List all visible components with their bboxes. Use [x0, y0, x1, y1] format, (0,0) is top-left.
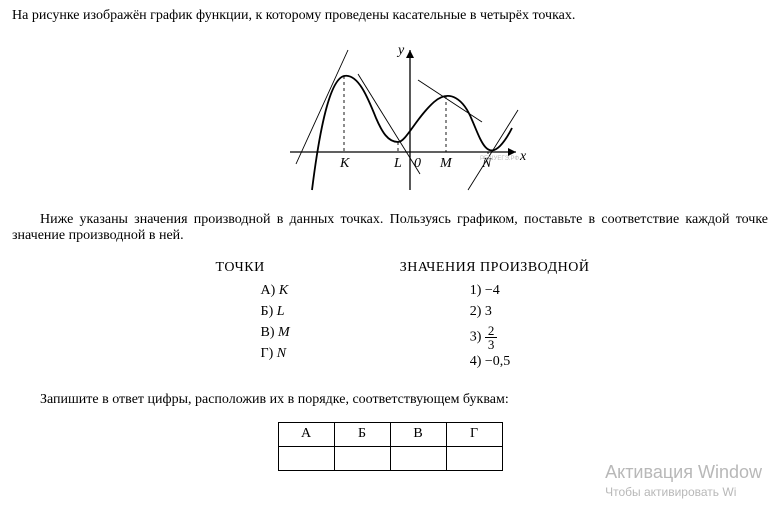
points-column: ТОЧКИ А) K Б) L В) M Г) N	[191, 260, 290, 374]
tick-k: K	[339, 156, 350, 171]
function-graph: K L 0 M N x y РЕШУЕГЭ.РФ	[250, 32, 530, 198]
derivative-item: 4) −0,5	[470, 353, 590, 372]
match-columns: ТОЧКИ А) K Б) L В) M Г) N ЗНАЧЕНИЯ ПРОИЗ…	[12, 260, 768, 374]
graph-watermark: РЕШУЕГЭ.РФ	[480, 156, 519, 162]
answer-prompt: Запишите в ответ цифры, расположив их в …	[12, 392, 768, 408]
answer-cell-v[interactable]	[390, 446, 446, 470]
task-description: Ниже указаны значения производной в данн…	[12, 212, 768, 244]
axis-y-label: y	[396, 43, 405, 58]
intro-text: На рисунке изображён график функции, к к…	[12, 8, 768, 24]
activation-watermark: Активация Window Чтобы активировать Wi	[605, 462, 762, 499]
axis-x-label: x	[519, 149, 527, 164]
derivative-item: 2) 3	[470, 303, 590, 322]
watermark-line2: Чтобы активировать Wi	[605, 485, 762, 499]
answer-cell-a[interactable]	[278, 446, 334, 470]
answer-cell-b[interactable]	[334, 446, 390, 470]
tick-m: M	[439, 156, 453, 171]
answer-header-g: Г	[446, 422, 502, 446]
point-item: Б) L	[261, 303, 290, 322]
derivative-item: 1) −4	[470, 282, 590, 301]
tick-origin: 0	[414, 156, 421, 171]
answer-header-a: А	[278, 422, 334, 446]
answer-table: А Б В Г	[278, 422, 503, 471]
answer-header-v: В	[390, 422, 446, 446]
watermark-line1: Активация Window	[605, 462, 762, 483]
answer-cell-g[interactable]	[446, 446, 502, 470]
derivative-item: 3) 23	[470, 324, 590, 351]
derivative-header: ЗНАЧЕНИЯ ПРОИЗВОДНОЙ	[400, 260, 590, 276]
answer-header-b: Б	[334, 422, 390, 446]
tick-l: L	[393, 156, 402, 171]
points-header: ТОЧКИ	[191, 260, 290, 276]
point-item: В) M	[261, 324, 290, 343]
point-item: Г) N	[261, 345, 290, 364]
derivative-column: ЗНАЧЕНИЯ ПРОИЗВОДНОЙ 1) −4 2) 3 3) 23 4)…	[400, 260, 590, 374]
graph-container: K L 0 M N x y РЕШУЕГЭ.РФ	[12, 32, 768, 198]
point-item: А) K	[261, 282, 290, 301]
